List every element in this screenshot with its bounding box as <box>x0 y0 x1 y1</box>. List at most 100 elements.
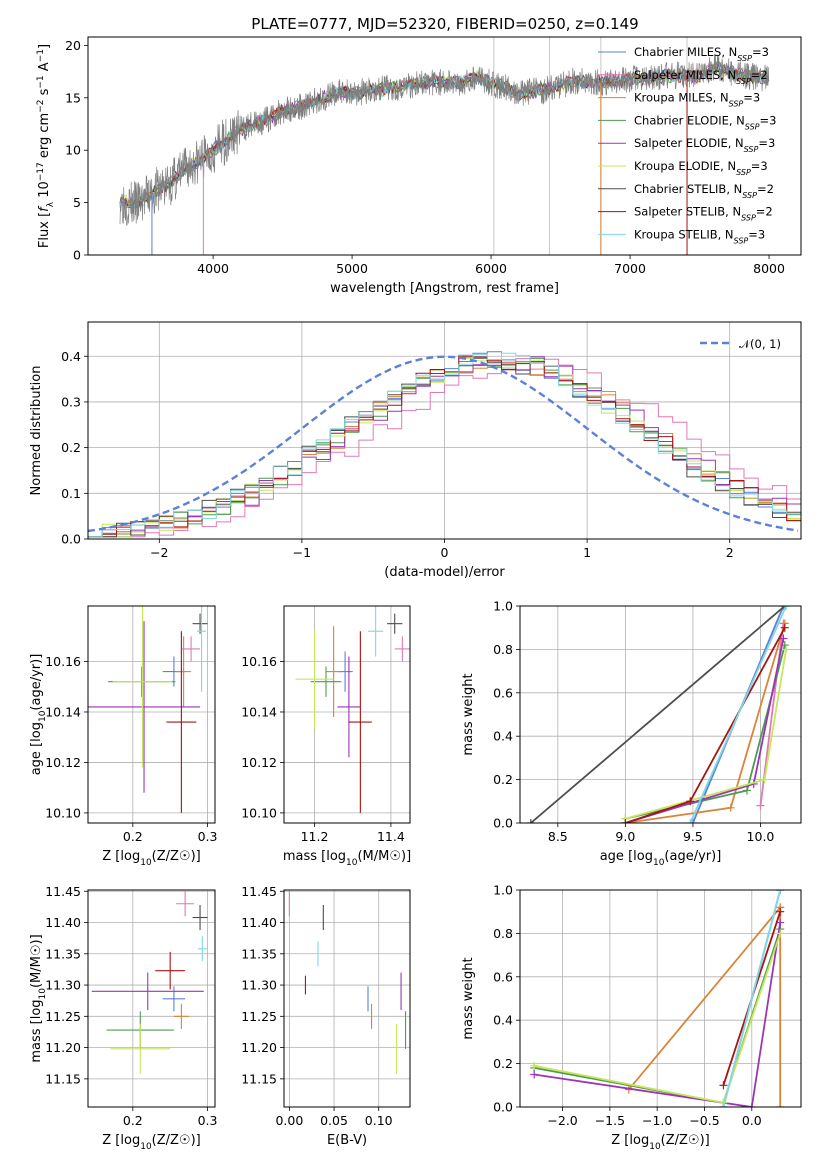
age-mass-point-3 <box>310 666 342 697</box>
weight-age-marker-0 <box>779 606 788 610</box>
mass-z-plot-area <box>91 891 208 1074</box>
age-z-point-7 <box>166 631 197 813</box>
weight-age-xtick-label: 9.5 <box>683 829 703 844</box>
weight-age-xtick-label: 9.0 <box>615 829 635 844</box>
mass-ebv-plot-area <box>288 891 407 1074</box>
weight-age-series-8 <box>689 606 787 823</box>
weight-z-xtick-label: −1.0 <box>642 1113 672 1128</box>
mass-z-panel: 0.2 0.3 11.15 11.20 11.25 11.30 11.35 11.40 11.4… <box>29 884 217 1152</box>
weight-age-plot-area <box>526 606 791 823</box>
spectrum-ylabel: Flux [fλ 10−17 erg cm−2 s−1 A−1] <box>36 44 56 248</box>
weight-age-marker-2 <box>726 803 735 812</box>
mass-ebv-ytick-label: 11.30 <box>241 978 277 993</box>
spectrum-xtick-label: 6000 <box>475 261 507 276</box>
normal-legend-label: 𝒩(0, 1) <box>739 337 781 351</box>
mass-z-ytick-label: 11.15 <box>45 1071 81 1086</box>
spectrum-data-line <box>119 53 770 226</box>
residual-xlabel: (data-model)/error <box>384 565 505 580</box>
weight-age-marker-7 <box>621 819 630 823</box>
legend-label-4: Salpeter ELODIE, NSSP=3 <box>634 136 775 154</box>
residual-xtick-label: 0 <box>441 545 449 560</box>
weight-z-ylabel: mass weight <box>461 957 476 1039</box>
mass-ebv-ytick-label: 11.20 <box>241 1040 277 1055</box>
residual-hist-1 <box>88 358 801 538</box>
weight-z-xlabel: Z [log10(Z/Z☉)] <box>611 1133 709 1152</box>
age-z-point-6 <box>192 613 208 634</box>
age-z-ytick-label: 10.14 <box>45 704 81 719</box>
mass-z-point-8 <box>197 936 207 962</box>
residual-xtick-label: −2 <box>150 545 168 560</box>
weight-age-marker-0 <box>688 819 697 823</box>
age-mass-plot-area <box>295 606 410 813</box>
spectrum-ytick-label: 20 <box>65 38 81 53</box>
age-z-panel: 0.2 0.3 10.10 10.12 10.14 10.16 Z [log10(Z/Z☉)… <box>29 605 218 868</box>
legend-label-3: Chabrier ELODIE, NSSP=3 <box>634 113 776 130</box>
weight-z-xtick-label: −0.5 <box>689 1113 719 1128</box>
residual-ytick-label: 0.3 <box>61 394 81 409</box>
mass-ebv-panel: 0.00 0.05 0.10 11.15 11.20 11.25 11.30 11.35 11.… <box>241 884 411 1148</box>
mass-ebv-ytick-label: 11.25 <box>241 1009 277 1024</box>
weight-age-ytick-label: 0.2 <box>493 772 513 787</box>
spectrum-legend: Chabrier MILES, NSSP=3 Salpeter MILES, NS… <box>598 45 776 245</box>
weight-age-ylabel: mass weight <box>461 673 476 755</box>
mass-ebv-xtick-label: 0.10 <box>365 1113 393 1128</box>
weight-z-ytick-label: 1.0 <box>493 883 513 898</box>
mass-ebv-ytick-label: 11.45 <box>241 884 277 899</box>
residual-ytick-label: 0.2 <box>61 440 81 455</box>
residual-hist-8 <box>88 352 801 538</box>
weight-age-marker-5 <box>760 775 769 784</box>
weight-age-xlabel: age [log10(age/yr)] <box>600 849 722 868</box>
age-mass-ytick-label: 10.14 <box>241 704 277 719</box>
age-mass-point-1 <box>394 636 410 662</box>
spectrum-frame <box>87 36 802 256</box>
legend-label-2: Kroupa MILES, NSSP=3 <box>634 91 760 109</box>
weight-z-marker-2 <box>776 1103 785 1107</box>
age-z-point-1 <box>182 636 201 662</box>
age-z-ytick-label: 10.16 <box>45 654 81 669</box>
weight-age-xtick-label: 8.5 <box>548 829 568 844</box>
mass-z-point-2 <box>173 1003 189 1029</box>
legend-label-1: Salpeter MILES, NSSP=2 <box>634 68 768 86</box>
residual-ytick-label: 0.4 <box>61 349 81 364</box>
legend-label-5: Kroupa ELODIE, NSSP=3 <box>634 159 768 177</box>
weight-z-marker-8 <box>776 890 785 894</box>
age-mass-xtick-label: 11.2 <box>301 829 329 844</box>
weight-age-marker-5 <box>782 645 791 654</box>
age-z-xtick-label: 0.3 <box>198 829 218 844</box>
weight-z-marker-5 <box>776 929 785 938</box>
residual-plot-area <box>88 351 801 538</box>
age-mass-point-2 <box>326 626 342 718</box>
mass-z-point-5 <box>110 1023 171 1074</box>
age-mass-ytick-label: 10.12 <box>241 755 277 770</box>
mass-z-ylabel: mass [log10(M/M☉)] <box>29 934 48 1062</box>
mass-z-xtick-label: 0.3 <box>198 1113 218 1128</box>
weight-age-ytick-label: 0.0 <box>493 816 513 831</box>
age-mass-ytick-label: 10.16 <box>241 654 277 669</box>
legend-label-7: Salpeter STELIB, NSSP=2 <box>634 205 773 223</box>
mass-z-point-1 <box>176 891 195 917</box>
weight-z-xtick-label: 0.0 <box>742 1113 762 1128</box>
age-mass-point-6 <box>387 613 403 634</box>
residual-frame <box>87 321 802 540</box>
weight-age-series-6 <box>530 606 786 823</box>
spectrum-xtick-label: 7000 <box>614 261 646 276</box>
age-mass-point-8 <box>368 606 384 657</box>
weight-z-marker-5 <box>530 1061 539 1070</box>
legend-label-8: Kroupa STELIB, NSSP=3 <box>634 227 765 245</box>
weight-z-marker-8 <box>719 1103 728 1107</box>
weight-age-frame <box>519 605 802 824</box>
weight-age-marker-4 <box>779 634 788 643</box>
mass-ebv-ytick-label: 11.15 <box>241 1071 277 1086</box>
residual-xtick-label: −1 <box>293 545 311 560</box>
weight-age-marker-8 <box>782 606 791 610</box>
spectrum-plot-area <box>119 37 770 255</box>
age-mass-panel: 11.2 11.4 10.10 10.12 10.14 10.16 mass [log10(… <box>241 605 411 868</box>
mass-z-point-7 <box>155 951 186 990</box>
residual-hist-7 <box>88 356 801 538</box>
spectrum-panel: 4000 5000 6000 7000 8000 0 5 10 15 20 wavelength [… <box>36 36 802 296</box>
mass-ebv-frame <box>283 889 411 1108</box>
age-mass-xtick-label: 11.4 <box>377 829 405 844</box>
mass-ebv-ytick-label: 11.40 <box>241 915 277 930</box>
weight-age-marker-3 <box>742 786 751 795</box>
weight-z-ytick-label: 0.4 <box>493 1013 513 1028</box>
